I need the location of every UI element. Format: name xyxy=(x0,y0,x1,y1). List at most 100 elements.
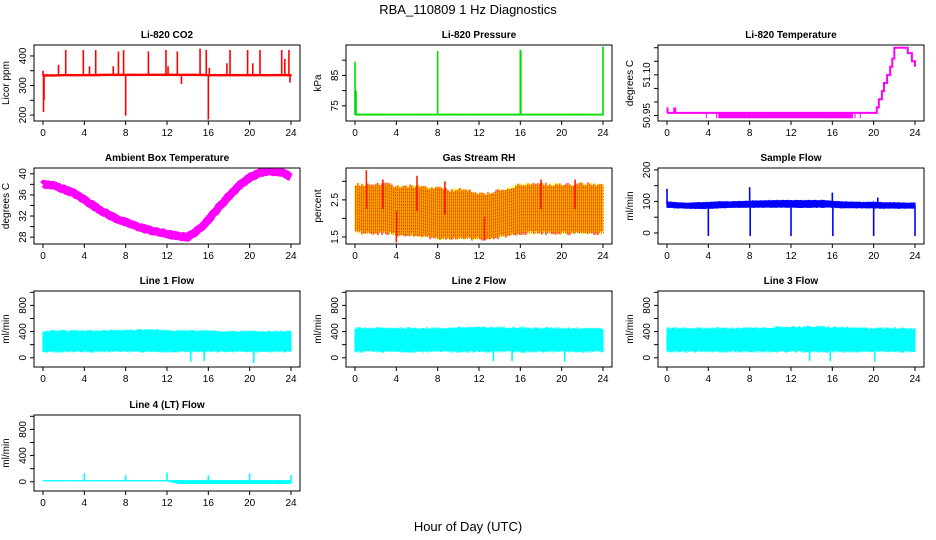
x-tick-label: 16 xyxy=(515,128,527,139)
x-tick-label: 0 xyxy=(664,374,670,385)
series-line xyxy=(667,46,916,114)
data-marks xyxy=(666,46,916,119)
x-tick-label: 4 xyxy=(82,498,88,509)
x-tick-label: 4 xyxy=(706,251,712,262)
panel-line-1-flow: Line 1 Flow ml/min 0 4 8 12 16 20 24 0 400 800 xyxy=(1,276,301,385)
x-tick-label: 4 xyxy=(394,128,400,139)
panel-ambient-box-temperature: Ambient Box Temperature degrees C 0 4 8 12 16 2… xyxy=(1,153,301,262)
x-tick-label: 16 xyxy=(827,374,839,385)
y-tick-label: 2.5 xyxy=(330,192,341,206)
y-axis-label: Licor ppm xyxy=(1,61,12,105)
y-tick-label: 40 xyxy=(18,168,29,180)
x-tick-label: 12 xyxy=(161,374,173,385)
x-tick-label: 16 xyxy=(203,251,215,262)
x-tick-label: 0 xyxy=(40,498,46,509)
data-marks xyxy=(666,187,916,237)
x-tick-label: 12 xyxy=(161,128,173,139)
panel-sample-flow: Sample Flow ml/min 0 4 8 12 16 20 24 0 100 200 xyxy=(625,153,925,262)
x-tick-label: 8 xyxy=(123,251,129,262)
x-tick-label: 20 xyxy=(868,128,880,139)
y-axis-label: ml/min xyxy=(1,314,12,343)
y-tick-label: 50.95 xyxy=(642,103,653,128)
x-tick-label: 20 xyxy=(244,374,256,385)
panel-title: Gas Stream RH xyxy=(443,153,516,164)
y-axis-label: ml/min xyxy=(625,191,636,220)
figure-x-axis-label: Hour of Day (UTC) xyxy=(414,519,522,534)
y-tick-label: 800 xyxy=(18,421,29,438)
x-tick-label: 0 xyxy=(352,128,358,139)
x-tick-label: 8 xyxy=(747,128,753,139)
panel-gas-stream-rh: Gas Stream RH percent 0 4 8 12 16 20 24 1.5 2.5 xyxy=(313,153,613,262)
x-tick-label: 16 xyxy=(827,128,839,139)
x-tick-label: 4 xyxy=(82,374,88,385)
x-tick-label: 12 xyxy=(161,498,173,509)
x-tick-label: 24 xyxy=(285,374,297,385)
x-tick-label: 0 xyxy=(40,128,46,139)
x-tick-label: 12 xyxy=(161,251,173,262)
panel-title: Ambient Box Temperature xyxy=(105,153,230,164)
x-tick-label: 0 xyxy=(40,251,46,262)
x-tick-label: 24 xyxy=(597,128,609,139)
y-tick-label: 75 xyxy=(330,100,341,112)
x-tick-label: 24 xyxy=(597,374,609,385)
panel-title: Li-820 CO2 xyxy=(141,30,194,41)
y-tick-label: 28 xyxy=(18,231,29,243)
figure-title: RBA_110809 1 Hz Diagnostics xyxy=(379,2,557,17)
y-tick-label: 400 xyxy=(18,323,29,340)
y-tick-label: 400 xyxy=(18,47,29,64)
y-axis-label: ml/min xyxy=(1,438,12,467)
y-tick-label: 51.10 xyxy=(642,62,653,87)
x-tick-label: 20 xyxy=(868,251,880,262)
y-tick-label: 200 xyxy=(642,161,653,178)
x-tick-label: 8 xyxy=(747,374,753,385)
x-tick-label: 16 xyxy=(203,498,215,509)
y-axis-label: ml/min xyxy=(625,314,636,343)
x-tick-label: 12 xyxy=(473,374,485,385)
x-tick-label: 20 xyxy=(868,374,880,385)
x-tick-label: 24 xyxy=(909,251,921,262)
x-tick-label: 0 xyxy=(352,251,358,262)
data-marks xyxy=(42,472,292,485)
panel-li-820-pressure: Li-820 Pressure kPa 0 4 8 12 16 20 24 75 85 xyxy=(313,30,613,139)
x-tick-label: 4 xyxy=(394,374,400,385)
y-tick-label: 800 xyxy=(330,297,341,314)
series-line xyxy=(40,168,294,242)
data-marks xyxy=(354,170,604,243)
data-marks xyxy=(354,46,604,116)
x-tick-label: 12 xyxy=(785,251,797,262)
data-marks xyxy=(40,168,294,242)
x-tick-label: 4 xyxy=(394,251,400,262)
x-tick-label: 24 xyxy=(285,498,297,509)
panel-line-3-flow: Line 3 Flow ml/min 0 4 8 12 16 20 24 0 400 800 xyxy=(625,276,925,385)
panel-li-820-temperature: Li-820 Temperature degrees C 0 4 8 12 16 20 24 50… xyxy=(625,30,925,139)
x-tick-label: 20 xyxy=(244,128,256,139)
panel-title: Line 1 Flow xyxy=(140,276,195,287)
x-tick-label: 12 xyxy=(785,128,797,139)
x-tick-label: 4 xyxy=(706,374,712,385)
panel-title: Li-820 Temperature xyxy=(745,30,837,41)
y-tick-label: 100 xyxy=(642,193,653,210)
y-axis-label: degrees C xyxy=(625,60,636,106)
plot-frame xyxy=(33,290,301,368)
y-axis-label: ml/min xyxy=(313,314,324,343)
x-tick-label: 0 xyxy=(352,374,358,385)
y-tick-label: 0 xyxy=(18,479,29,485)
y-tick-label: 400 xyxy=(330,323,341,340)
x-tick-label: 20 xyxy=(556,251,568,262)
y-axis-label: kPa xyxy=(313,74,324,92)
x-tick-label: 4 xyxy=(82,251,88,262)
x-tick-label: 8 xyxy=(123,374,129,385)
x-tick-label: 8 xyxy=(123,128,129,139)
x-tick-label: 16 xyxy=(203,128,215,139)
y-tick-label: 200 xyxy=(18,106,29,123)
x-tick-label: 16 xyxy=(203,374,215,385)
panel-line-4-lt-flow: Line 4 (LT) Flow ml/min 0 4 8 12 16 20 24 0 400 800 xyxy=(1,400,301,509)
y-tick-label: 800 xyxy=(18,297,29,314)
x-tick-label: 8 xyxy=(435,128,441,139)
x-tick-label: 0 xyxy=(40,374,46,385)
x-tick-label: 16 xyxy=(515,374,527,385)
y-tick-label: 0 xyxy=(18,355,29,361)
y-tick-label: 0 xyxy=(330,355,341,361)
y-tick-label: 85 xyxy=(330,69,341,81)
